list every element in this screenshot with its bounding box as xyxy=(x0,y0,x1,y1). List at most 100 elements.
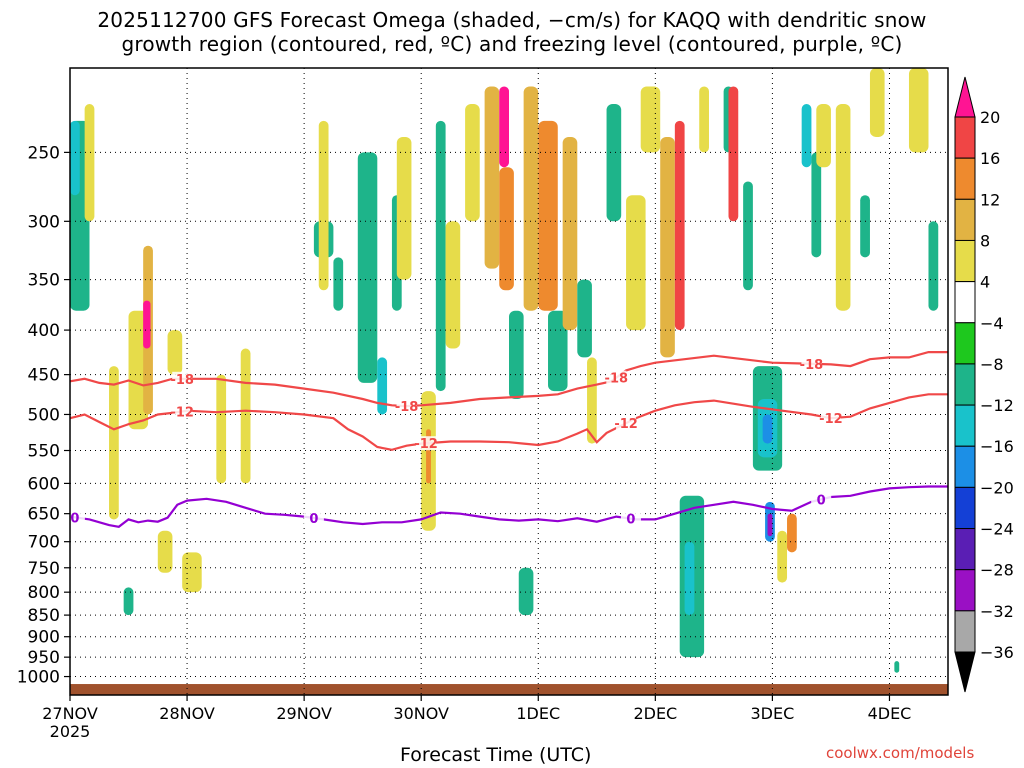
contour-label: -12 xyxy=(414,437,438,452)
colorbar-label: −4 xyxy=(980,314,1004,333)
colorbar-label: −36 xyxy=(980,643,1014,662)
omega-shading-layer xyxy=(70,68,939,673)
colorbar-label: −8 xyxy=(980,355,1004,374)
plot-frame xyxy=(69,67,949,696)
colorbar-box-4 xyxy=(954,281,976,324)
x-tick-label: 29NOV xyxy=(276,704,332,723)
colorbar-box-3 xyxy=(954,239,976,283)
contour-label-bg xyxy=(616,416,637,431)
omega-region-19 xyxy=(396,136,412,280)
colorbar-box-5 xyxy=(954,322,976,365)
contour-label: -18 xyxy=(170,373,194,388)
contour-label-bg xyxy=(172,371,193,386)
y-tick-label: 900 xyxy=(28,628,60,648)
omega-region-53 xyxy=(787,513,797,553)
colorbar-box-1 xyxy=(954,157,976,200)
colorbar-box-12 xyxy=(954,610,976,653)
omega-region-39 xyxy=(660,136,675,358)
contour-label-bg xyxy=(620,511,641,526)
omega-region-22 xyxy=(435,120,446,392)
watermark-link[interactable]: coolwx.com/models xyxy=(826,744,975,762)
y-axis: 2503003504004505005506006507007508008509… xyxy=(17,143,70,688)
colorbar-label: −12 xyxy=(980,396,1014,415)
omega-region-49 xyxy=(762,414,773,444)
contour-layer: -18 -18 -18 -18 -12 -12 -12 -12 0 0 0 0 xyxy=(64,351,948,528)
colorbar-label: 12 xyxy=(980,190,1000,209)
contour-label-bg xyxy=(416,436,437,451)
y-tick-label: 550 xyxy=(28,442,60,462)
omega-region-60 xyxy=(894,661,900,673)
colorbar-label: −28 xyxy=(980,561,1014,580)
ground-layer xyxy=(70,684,948,695)
omega-region-14 xyxy=(318,120,329,291)
y-tick-label: 400 xyxy=(28,321,60,341)
colorbar-box-8 xyxy=(954,445,976,488)
omega-region-2 xyxy=(84,104,95,222)
y-tick-label: 500 xyxy=(28,405,60,425)
omega-region-17 xyxy=(377,357,388,415)
x-axis-title: Forecast Time (UTC) xyxy=(400,744,592,766)
contour-label-bg xyxy=(820,411,841,426)
contour-label-bg xyxy=(801,356,822,371)
omega-region-54 xyxy=(801,104,812,168)
colorbar-label: 16 xyxy=(980,149,1000,168)
omega-region-57 xyxy=(835,104,851,311)
omega-region-30 xyxy=(523,86,539,311)
x-tick-label: 30NOV xyxy=(393,704,449,723)
omega-region-3 xyxy=(109,366,119,520)
omega-region-38 xyxy=(640,86,661,153)
plot-border xyxy=(69,67,949,696)
colorbar-label: −24 xyxy=(980,520,1014,539)
x-tick-label: 4DEC xyxy=(868,704,912,723)
omega-region-1 xyxy=(70,120,80,196)
contour-label: 0 xyxy=(309,512,318,527)
omega-region-40 xyxy=(674,120,685,331)
contour-label-bg xyxy=(396,399,417,414)
x-tick-label: 27NOV xyxy=(42,704,98,723)
ground-strip xyxy=(70,684,948,695)
contour-label-bg xyxy=(303,511,324,526)
omega-region-24 xyxy=(465,104,480,222)
y-tick-label: 250 xyxy=(28,143,60,163)
omega-region-32 xyxy=(548,310,568,392)
omega-region-62 xyxy=(928,221,939,311)
contour-label-bg xyxy=(811,492,832,507)
y-tick-label: 850 xyxy=(28,606,60,626)
y-tick-label: 300 xyxy=(28,212,60,232)
contour-label: -18 xyxy=(800,358,824,373)
omega-region-56 xyxy=(816,104,831,168)
x-tick-sublabel: 2025 xyxy=(50,722,91,741)
colorbar-box-2 xyxy=(954,198,976,241)
chart-title-line-1: 2025112700 GFS Forecast Omega (shaded, −… xyxy=(97,8,927,32)
y-tick-label: 450 xyxy=(28,366,60,386)
omega-region-33 xyxy=(562,136,578,331)
contour-label: 0 xyxy=(626,513,635,528)
contour-label: -12 xyxy=(170,405,194,420)
omega-region-23 xyxy=(445,221,461,349)
omega-region-42 xyxy=(684,541,695,616)
contour-label-bg xyxy=(172,404,193,419)
x-tick-label: 28NOV xyxy=(159,704,215,723)
colorbar-label: −32 xyxy=(980,602,1014,621)
contour-label: -18 xyxy=(395,400,419,415)
y-tick-label: 650 xyxy=(28,505,60,525)
omega-region-59 xyxy=(869,68,885,137)
omega-region-46 xyxy=(743,181,753,291)
omega-region-4 xyxy=(123,587,134,616)
x-tick-label: 2DEC xyxy=(633,704,677,723)
colorbar-box-7 xyxy=(954,404,976,447)
colorbar-top-arrow xyxy=(954,76,976,118)
colorbar: 20 16 12 8 4 −4 −8 −12 −16 −20 −24 −28 −32 −36 xyxy=(954,76,1014,693)
contour-label: 0 xyxy=(70,511,79,526)
contour--12 xyxy=(69,393,948,451)
omega-region-36 xyxy=(606,104,622,222)
y-tick-label: 800 xyxy=(28,583,60,603)
colorbar-box-11 xyxy=(954,569,976,612)
omega-region-55 xyxy=(811,152,822,258)
y-tick-label: 950 xyxy=(28,648,60,668)
omega-region-61 xyxy=(908,68,929,153)
x-tick-label: 3DEC xyxy=(751,704,795,723)
colorbar-box-0 xyxy=(954,116,976,159)
